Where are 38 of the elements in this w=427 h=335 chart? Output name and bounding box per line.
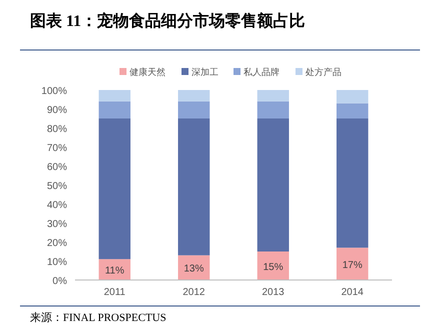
data-label: 11% xyxy=(104,266,124,277)
bar xyxy=(98,90,130,102)
bar xyxy=(257,101,289,118)
bar xyxy=(178,118,210,256)
y-tick-label: 20% xyxy=(46,238,68,249)
bar xyxy=(336,118,368,248)
x-tick-label: 2012 xyxy=(182,287,206,298)
bar xyxy=(98,118,130,260)
x-tick-label: 2013 xyxy=(262,287,285,298)
data-label: 13% xyxy=(184,264,204,275)
bar xyxy=(178,101,210,118)
y-tick-label: 40% xyxy=(46,200,68,211)
bar xyxy=(336,248,368,280)
y-tick-label: 50% xyxy=(46,181,68,192)
legend-label: 私人品牌 xyxy=(244,67,280,77)
x-tick-label: 2014 xyxy=(341,287,364,298)
bar xyxy=(257,90,289,102)
bar xyxy=(178,90,210,102)
data-label: 17% xyxy=(342,260,362,271)
source-note: 来源：FINAL PROSPECTUS xyxy=(30,311,166,324)
y-tick-label: 70% xyxy=(46,143,68,154)
legend-label: 处方产品 xyxy=(306,67,342,77)
bar xyxy=(257,118,289,252)
x-tick-label: 2011 xyxy=(104,287,126,298)
y-tick-label: 60% xyxy=(46,162,68,173)
legend-label: 深加工 xyxy=(192,67,218,77)
y-tick-label: 80% xyxy=(46,124,68,135)
y-tick-label: 100% xyxy=(41,86,68,97)
legend-label: 健康天然 xyxy=(130,67,166,77)
data-label: 15% xyxy=(263,262,284,273)
y-tick-label: 10% xyxy=(46,257,68,268)
bar xyxy=(98,101,130,118)
bar xyxy=(336,103,368,118)
y-tick-label: 30% xyxy=(46,219,68,230)
y-tick-label: 0% xyxy=(52,276,68,287)
y-tick-label: 90% xyxy=(46,105,68,116)
chart-title: 图表 11：宠物食品细分市场零售额占比 xyxy=(30,12,306,30)
bar xyxy=(336,90,368,104)
